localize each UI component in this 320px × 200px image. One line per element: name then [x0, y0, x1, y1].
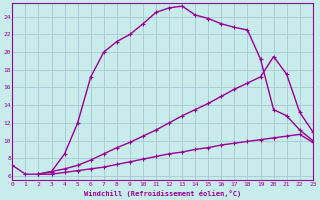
X-axis label: Windchill (Refroidissement éolien,°C): Windchill (Refroidissement éolien,°C)	[84, 190, 241, 197]
